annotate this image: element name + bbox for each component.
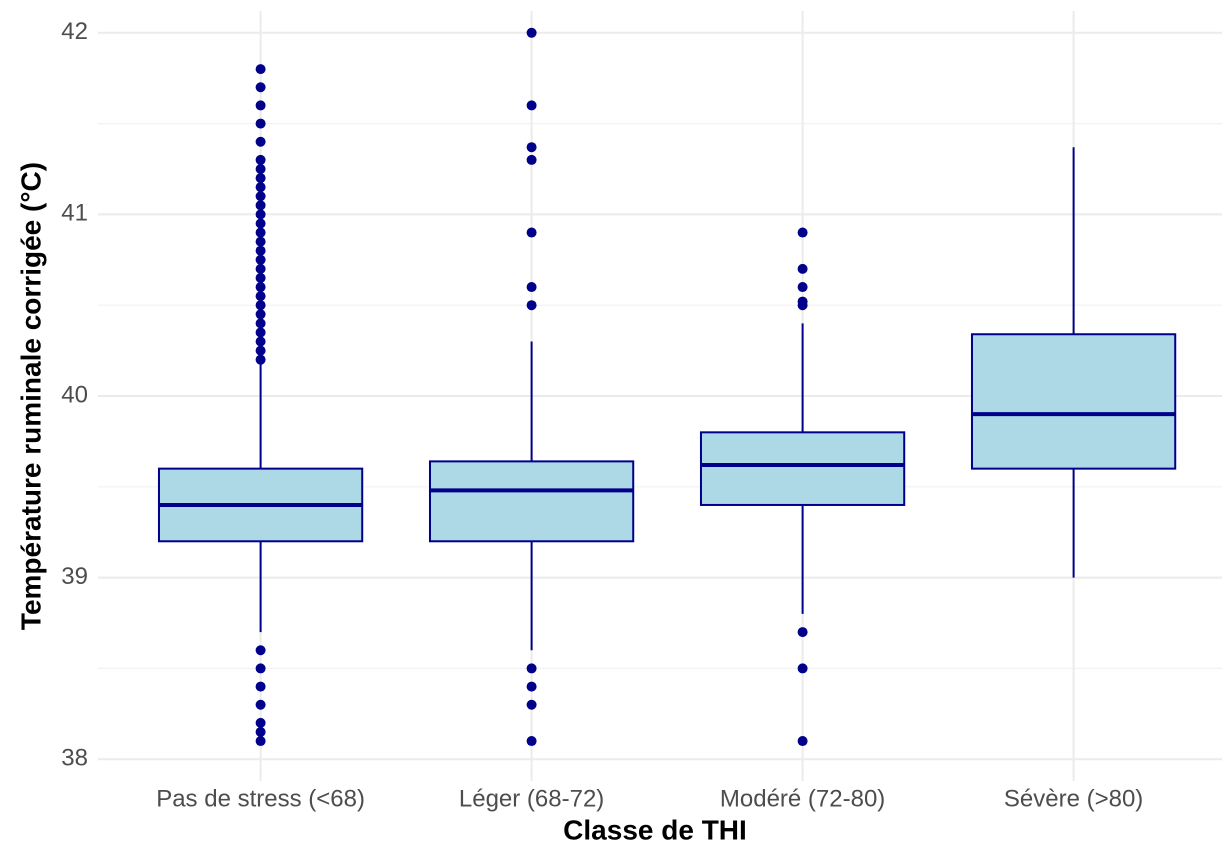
box [699, 431, 906, 506]
y-tick-label: 38 [61, 745, 88, 772]
outlier [797, 627, 808, 638]
outlier [255, 300, 266, 311]
outlier [255, 227, 266, 238]
outlier [526, 227, 537, 238]
outlier [255, 645, 266, 656]
outlier [526, 699, 537, 710]
outlier [255, 263, 266, 274]
x-axis-title: Classe de THI [563, 814, 747, 845]
outlier [255, 318, 266, 329]
outlier [526, 142, 537, 153]
outlier [255, 218, 266, 229]
outlier [526, 100, 537, 111]
outlier [255, 717, 266, 728]
outlier [255, 136, 266, 147]
outlier [797, 263, 808, 274]
y-axis-title: Température ruminale corrigée (°C) [15, 162, 46, 630]
outlier [255, 236, 266, 247]
outlier [255, 209, 266, 220]
outlier [255, 699, 266, 710]
outlier [255, 354, 266, 365]
box [970, 333, 1177, 470]
outlier [255, 309, 266, 320]
x-tick-label: Pas de stress (<68) [156, 785, 365, 812]
outlier [255, 182, 266, 193]
outlier [255, 272, 266, 283]
outlier [255, 736, 266, 747]
outlier [255, 191, 266, 202]
outlier [255, 681, 266, 692]
y-tick-label: 40 [61, 381, 88, 408]
outlier [255, 245, 266, 256]
outlier [255, 118, 266, 129]
outlier [255, 254, 266, 265]
x-tick-label: Léger (68-72) [459, 785, 604, 812]
outlier [797, 736, 808, 747]
outlier [255, 327, 266, 338]
outlier [255, 163, 266, 174]
y-tick-label: 41 [61, 200, 88, 227]
box [428, 460, 635, 543]
outlier [526, 736, 537, 747]
y-tick-label: 39 [61, 563, 88, 590]
outlier [255, 663, 266, 674]
outlier [255, 64, 266, 75]
outlier [255, 345, 266, 356]
outlier [255, 173, 266, 184]
outlier [255, 82, 266, 93]
outlier [526, 300, 537, 311]
outlier [255, 100, 266, 111]
outlier [255, 291, 266, 302]
outlier [526, 27, 537, 38]
outlier [526, 681, 537, 692]
y-tick-label: 42 [61, 18, 88, 45]
outlier [255, 154, 266, 165]
outlier [526, 663, 537, 674]
outlier [255, 200, 266, 211]
outlier [526, 282, 537, 293]
x-tick-label: Modéré (72-80) [720, 785, 885, 812]
outlier [526, 154, 537, 165]
outlier [255, 282, 266, 293]
outlier [797, 227, 808, 238]
outlier [797, 300, 808, 311]
outlier [797, 663, 808, 674]
outlier [255, 726, 266, 737]
outlier [255, 336, 266, 347]
outlier [797, 282, 808, 293]
x-tick-label: Sévère (>80) [1004, 785, 1143, 812]
